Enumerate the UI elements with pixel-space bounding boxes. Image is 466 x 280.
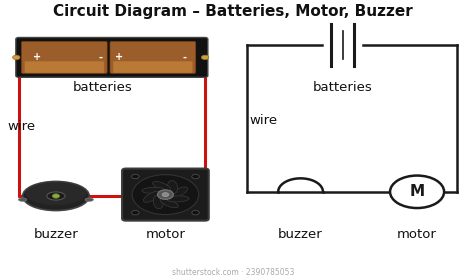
Ellipse shape xyxy=(22,181,89,211)
Text: motor: motor xyxy=(145,228,185,241)
Ellipse shape xyxy=(153,195,163,209)
Circle shape xyxy=(162,193,169,197)
Circle shape xyxy=(52,194,60,198)
Circle shape xyxy=(131,211,139,215)
Circle shape xyxy=(158,190,173,199)
Ellipse shape xyxy=(167,196,189,202)
Text: motor: motor xyxy=(397,228,437,241)
FancyBboxPatch shape xyxy=(16,38,208,77)
Text: wire: wire xyxy=(249,114,277,127)
Ellipse shape xyxy=(142,187,164,193)
Ellipse shape xyxy=(85,198,93,201)
FancyBboxPatch shape xyxy=(110,41,196,73)
FancyBboxPatch shape xyxy=(113,61,192,73)
Circle shape xyxy=(201,55,209,60)
Text: +: + xyxy=(33,52,41,62)
Ellipse shape xyxy=(153,181,171,191)
Text: -: - xyxy=(182,52,186,62)
Ellipse shape xyxy=(47,192,65,200)
Circle shape xyxy=(131,174,139,179)
Text: shutterstock.com · 2390785053: shutterstock.com · 2390785053 xyxy=(172,268,294,277)
Ellipse shape xyxy=(168,181,178,194)
Ellipse shape xyxy=(26,181,86,205)
FancyBboxPatch shape xyxy=(122,169,209,221)
Ellipse shape xyxy=(171,187,187,198)
FancyBboxPatch shape xyxy=(25,61,104,73)
Text: +: + xyxy=(115,52,123,62)
Ellipse shape xyxy=(18,198,27,201)
Text: batteries: batteries xyxy=(313,81,372,94)
FancyBboxPatch shape xyxy=(21,41,107,73)
Text: buzzer: buzzer xyxy=(278,228,323,241)
Circle shape xyxy=(192,211,199,215)
Text: M: M xyxy=(410,184,425,199)
Circle shape xyxy=(132,175,199,214)
Text: Circuit Diagram – Batteries, Motor, Buzzer: Circuit Diagram – Batteries, Motor, Buzz… xyxy=(53,4,413,19)
Ellipse shape xyxy=(160,198,178,208)
Ellipse shape xyxy=(144,191,160,202)
Circle shape xyxy=(192,174,199,179)
Text: batteries: batteries xyxy=(73,81,132,94)
Text: wire: wire xyxy=(7,120,35,132)
Text: -: - xyxy=(98,52,102,62)
Circle shape xyxy=(13,55,20,60)
Circle shape xyxy=(390,176,444,208)
Text: buzzer: buzzer xyxy=(34,228,78,241)
